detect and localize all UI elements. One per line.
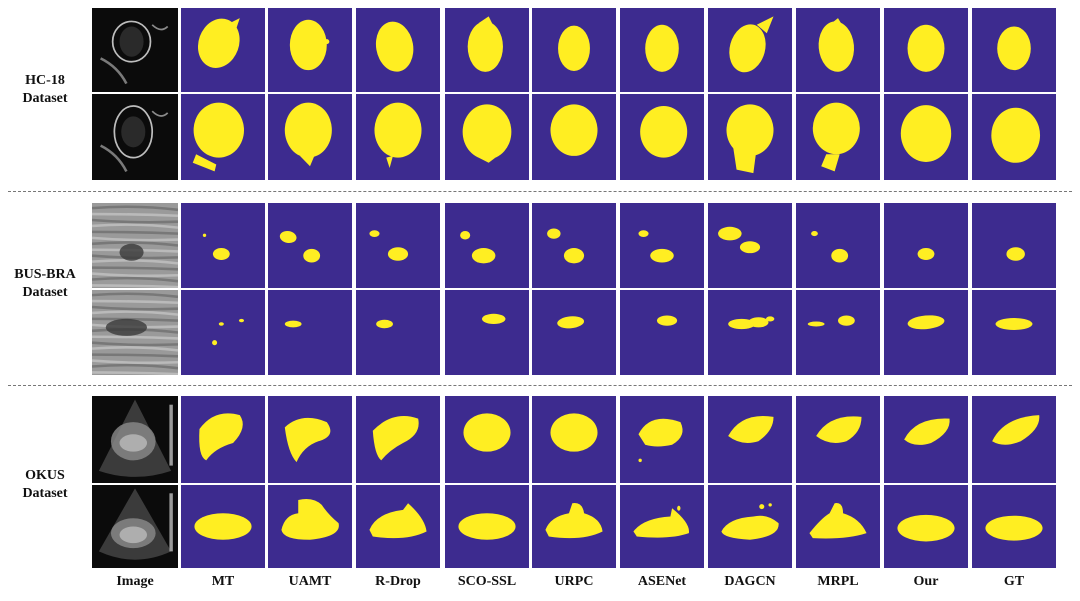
hc18-row2-dagcn-mask (708, 94, 792, 180)
busbra-row1-mrpl-mask (796, 203, 880, 288)
column-label-asenet: ASENet (637, 574, 687, 589)
hc18-row2-gt-mask (972, 94, 1056, 180)
busbra-row1-r-drop-mask (356, 203, 440, 288)
busbra-row2-sco-ssl-mask (445, 290, 529, 375)
hc18-row1-mt-mask (181, 8, 265, 92)
okus-row2-uamt-mask (268, 485, 352, 568)
okus-row1-input-image (92, 396, 178, 483)
okus-row2-r-drop-mask (356, 485, 440, 568)
okus-panel-grid (92, 396, 1056, 568)
hc18-row1-input-image (92, 8, 178, 92)
busbra-row2-gt-mask (972, 290, 1056, 375)
hc18-row2-input-image (92, 94, 178, 180)
busbra-row1-asenet-mask (620, 203, 704, 288)
okus-row2-gt-mask (972, 485, 1056, 568)
okus-row2-mrpl-mask (796, 485, 880, 568)
okus-row1-mt-mask (181, 396, 265, 483)
hc18-row2-mrpl-mask (796, 94, 880, 180)
column-label-gt: GT (1003, 574, 1025, 589)
dataset-label-hc18: HC-18 Dataset (22, 73, 68, 106)
busbra-row1-mt-mask (181, 203, 265, 288)
okus-row2-asenet-mask (620, 485, 704, 568)
busbra-row1-input-image (92, 203, 178, 288)
hc18-row1-our-mask (884, 8, 968, 92)
okus-row2-dagcn-mask (708, 485, 792, 568)
column-label-mt: MT (211, 574, 235, 589)
hc18-row1-dagcn-mask (708, 8, 792, 92)
column-label-mrpl: MRPL (817, 574, 859, 589)
okus-row1-our-mask (884, 396, 968, 483)
hc18-row1-asenet-mask (620, 8, 704, 92)
busbra-row2-dagcn-mask (708, 290, 792, 375)
hc18-panel-grid (92, 8, 1056, 180)
busbra-row1-sco-ssl-mask (445, 203, 529, 288)
busbra-row2-mt-mask (181, 290, 265, 375)
hc18-row2-mt-mask (181, 94, 265, 180)
okus-row1-gt-mask (972, 396, 1056, 483)
okus-row2-mt-mask (181, 485, 265, 568)
column-label-urpc: URPC (554, 574, 594, 589)
busbra-row2-asenet-mask (620, 290, 704, 375)
column-label-sco-ssl: SCO-SSL (457, 574, 517, 589)
hc18-row1-gt-mask (972, 8, 1056, 92)
busbra-row2-urpc-mask (532, 290, 616, 375)
hc18-row2-our-mask (884, 94, 968, 180)
hc18-row2-r-drop-mask (356, 94, 440, 180)
okus-row1-dagcn-mask (708, 396, 792, 483)
section-divider-2 (8, 385, 1072, 386)
hc18-row2-sco-ssl-mask (445, 94, 529, 180)
okus-row2-our-mask (884, 485, 968, 568)
okus-row1-uamt-mask (268, 396, 352, 483)
column-label-r-drop: R-Drop (375, 574, 421, 589)
column-label-dagcn: DAGCN (724, 574, 776, 589)
hc18-row2-uamt-mask (268, 94, 352, 180)
busbra-row1-our-mask (884, 203, 968, 288)
busbra-row2-r-drop-mask (356, 290, 440, 375)
okus-row2-input-image (92, 485, 178, 568)
okus-row2-sco-ssl-mask (445, 485, 529, 568)
hc18-row1-urpc-mask (532, 8, 616, 92)
hc18-row1-mrpl-mask (796, 8, 880, 92)
hc18-row1-uamt-mask (268, 8, 352, 92)
hc18-row1-r-drop-mask (356, 8, 440, 92)
busbra-row2-input-image (92, 290, 178, 375)
busbra-row2-our-mask (884, 290, 968, 375)
okus-row1-sco-ssl-mask (445, 396, 529, 483)
hc18-row2-asenet-mask (620, 94, 704, 180)
busbra-row1-uamt-mask (268, 203, 352, 288)
okus-row2-urpc-mask (532, 485, 616, 568)
busbra-row1-gt-mask (972, 203, 1056, 288)
busbra-row1-urpc-mask (532, 203, 616, 288)
dataset-label-okus: OKUS Dataset (22, 468, 68, 501)
busbra-row2-mrpl-mask (796, 290, 880, 375)
busbra-row1-dagcn-mask (708, 203, 792, 288)
column-label-our: Our (913, 574, 939, 589)
dataset-label-busbra: BUS-BRA Dataset (14, 267, 76, 300)
okus-row1-r-drop-mask (356, 396, 440, 483)
hc18-row2-urpc-mask (532, 94, 616, 180)
section-divider-1 (8, 191, 1072, 192)
okus-row1-mrpl-mask (796, 396, 880, 483)
okus-row1-asenet-mask (620, 396, 704, 483)
busbra-panel-grid (92, 203, 1056, 375)
busbra-row2-uamt-mask (268, 290, 352, 375)
column-label-uamt: UAMT (288, 574, 332, 589)
column-label-image: Image (116, 574, 154, 589)
okus-row1-urpc-mask (532, 396, 616, 483)
hc18-row1-sco-ssl-mask (445, 8, 529, 92)
